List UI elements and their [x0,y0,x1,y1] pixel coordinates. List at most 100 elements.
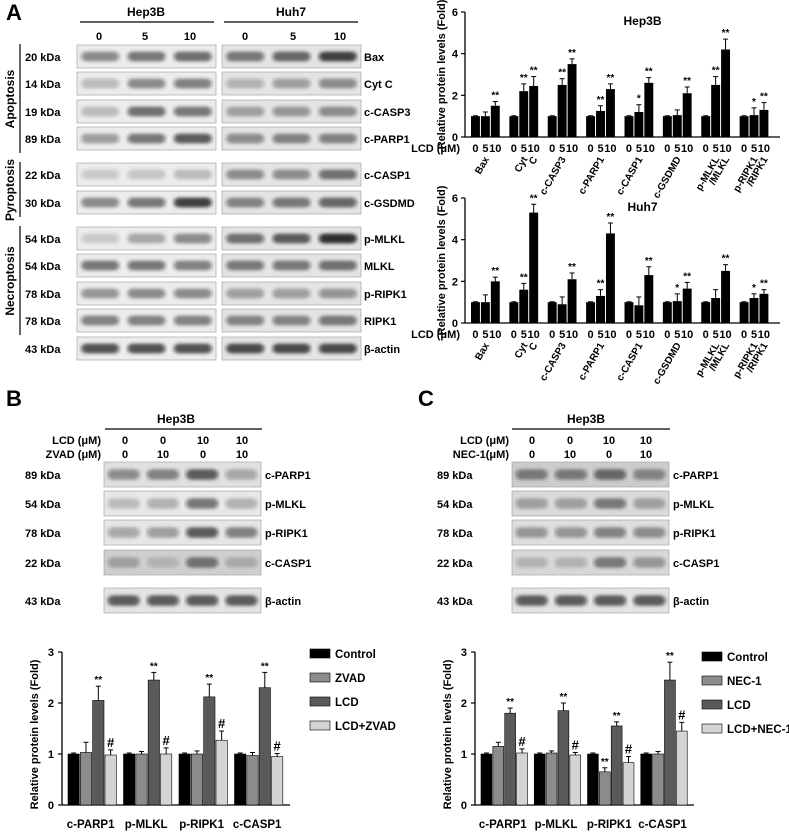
bar [662,302,672,323]
kda-label: 78 kDa [25,289,61,301]
blot-band [272,51,311,62]
blot-band [173,169,212,180]
bar [596,110,605,137]
panel-a-group-labels: Apoptosis Pyroptosis Necroptosis [3,44,21,335]
category-label: p-RIPK1 [179,819,224,831]
y-tick-label: 6 [452,193,458,205]
kda-label: 89 kDa [25,470,61,482]
dose-tick-label: 0 [511,143,517,155]
blot-band [173,51,212,62]
kda-label: 19 kDa [25,107,61,119]
blot-band [272,315,311,326]
kda-label: 14 kDa [25,79,61,91]
kda-label: 22 kDa [25,170,61,182]
dose-tick-label: 0 [511,329,517,341]
condition-label: NEC-1(μM) [453,449,510,461]
bar [92,700,105,806]
bar [624,302,634,323]
bar [123,753,136,806]
bar [682,93,692,137]
protein-label: β-actin [265,596,301,608]
significance-mark: ** [645,256,653,267]
blot-band [515,527,548,538]
blot-band [173,343,212,354]
bar [246,755,259,806]
dose-tick-label: 5 [521,143,527,155]
y-tick-label: 4 [452,49,459,61]
condition-value: 0 [122,449,128,461]
bar [258,687,271,806]
bar [672,115,682,137]
significance-mark: * [637,94,641,105]
blot-band [633,498,666,509]
dose-tick-label: 10 [604,143,616,155]
blot-band [272,288,311,299]
blot-band [81,315,120,326]
blot-band [226,315,265,326]
bar [567,64,577,137]
bar [587,753,599,806]
category-label: c-CASP1 [638,819,687,831]
bar [644,82,654,137]
legend-swatch [309,648,331,659]
bar [721,49,731,137]
bar [519,91,529,137]
bar [739,302,749,323]
blot-band [272,260,311,271]
blot-band [146,469,179,480]
dose-tick-label: 0 [588,329,594,341]
kda-label: 22 kDa [25,558,61,570]
panel-a-blots: 20 kDa Bax 14 kDa Cyt C 19 kDa c-CASP3 89 kDa c… [25,44,415,361]
dose-tick-label: 5 [674,143,680,155]
kda-label: 54 kDa [25,499,61,511]
bar [516,752,528,806]
dose-label: 5 [142,31,148,43]
blot-band [226,260,265,271]
condition-value: 0 [529,449,535,461]
significance-mark: ** [760,92,768,103]
blot-band [81,260,120,271]
bar [664,679,676,806]
dose-tick-label: 5 [674,329,680,341]
legend-swatch [701,651,723,662]
bar [599,771,611,806]
bar [711,298,721,323]
kda-label: 89 kDa [25,134,61,146]
condition-label: LCD (μM) [52,435,101,447]
dose-tick-label: 0 [664,143,670,155]
protein-label: c-CASP1 [265,558,311,570]
blot-band [226,78,265,89]
dose-tick-label: 10 [566,143,578,155]
dose-tick-label: 5 [751,329,757,341]
blot-band [173,288,212,299]
bar [547,302,557,323]
bar [644,275,654,323]
blot-band [127,233,166,244]
blot-band [318,51,357,62]
blot-band [272,78,311,89]
bar [721,270,731,323]
blot-band [594,498,627,509]
legend-label: LCD+NEC-1 [727,724,789,736]
significance-mark: ** [568,262,576,273]
significance-mark: ** [722,28,730,39]
dose-axis-label: LCD (μM) [411,329,460,341]
blot-band [127,288,166,299]
bar [160,753,173,806]
blot-band [146,595,179,606]
kda-label: 22 kDa [437,558,473,570]
protein-label: p-RIPK1 [265,528,308,540]
bar [529,85,539,137]
kda-label: 89 kDa [437,470,473,482]
bar [504,712,516,806]
dose-tick-label: 5 [751,143,757,155]
dose-tick-label: 10 [643,329,655,341]
kda-label: 78 kDa [437,528,473,540]
bar [739,116,749,137]
y-tick-label: 0 [452,318,458,330]
blot-band [515,557,548,568]
significance-mark: # [678,707,686,722]
blot-band [594,595,627,606]
panel-c-cell-line: Hep3B [567,412,605,426]
category-label: c-PARP1 [577,341,607,383]
